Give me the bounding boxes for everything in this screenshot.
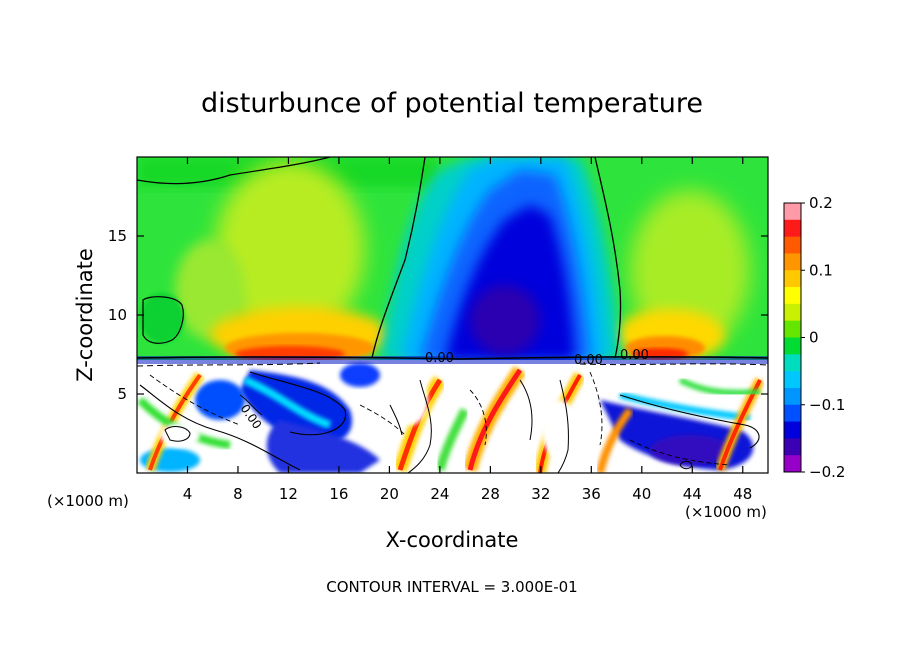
- y-axis-label: Z-coordinate: [73, 248, 97, 382]
- contour-lines: [137, 157, 768, 473]
- x-tick-label: 40: [632, 485, 651, 503]
- colorbar-tick-label: 0.1: [809, 261, 833, 279]
- colorbar-swatch: [784, 438, 801, 456]
- colorbar-swatch: [784, 455, 801, 473]
- x-tick-label: 24: [430, 485, 449, 503]
- chart-title: disturbunce of potential temperature: [201, 88, 703, 119]
- y-tick-label: 15: [108, 227, 127, 245]
- z-unit-label: (×1000 m): [47, 492, 129, 510]
- x-tick-label: 16: [329, 485, 348, 503]
- colorbar-swatch: [784, 404, 801, 423]
- contour-interval-note: CONTOUR INTERVAL = 3.000E-01: [326, 578, 577, 596]
- colorbar-swatch: [784, 236, 801, 254]
- x-axis: 4 8 12 16 20 24 28 32 36 40 44 48: [183, 157, 752, 503]
- colorbar-swatch: [784, 253, 801, 271]
- y-axis: 5 10 15: [108, 227, 768, 403]
- contour-label: 0.00: [574, 353, 603, 368]
- colorbar-swatch: [784, 203, 801, 221]
- colorbar: 0.2 0.1 0 −0.1 −0.2: [783, 194, 845, 481]
- colorbar-swatch: [784, 371, 801, 389]
- colorbar-swatch: [784, 219, 801, 238]
- colorbar-tick-label: −0.1: [809, 396, 845, 414]
- x-unit-label: (×1000 m): [685, 503, 767, 521]
- colorbar-tick-label: 0: [809, 329, 819, 347]
- x-tick-label: 20: [380, 485, 399, 503]
- x-tick-label: 4: [183, 485, 193, 503]
- colorbar-swatch: [784, 303, 801, 322]
- colorbar-swatch: [784, 337, 801, 355]
- y-tick-label: 5: [117, 385, 127, 403]
- x-axis-label: X-coordinate: [386, 528, 519, 552]
- colorbar-swatch: [784, 270, 801, 288]
- contour-label: 0.00: [620, 348, 649, 363]
- x-tick-label: 48: [733, 485, 752, 503]
- x-tick-label: 36: [582, 485, 601, 503]
- heatmap-field: 0.00 0.00 0.00 0.00: [137, 157, 768, 473]
- y-tick-label: 10: [108, 306, 127, 324]
- x-tick-label: 12: [279, 485, 298, 503]
- x-tick-label: 8: [233, 485, 243, 503]
- colorbar-swatch: [784, 354, 801, 372]
- colorbar-tick-label: 0.2: [809, 194, 833, 212]
- contour-label: 0.00: [425, 351, 454, 366]
- x-tick-label: 44: [683, 485, 702, 503]
- x-tick-label: 28: [481, 485, 500, 503]
- colorbar-swatch: [784, 320, 801, 338]
- colorbar-swatch: [784, 287, 801, 305]
- colorbar-swatch: [784, 421, 801, 439]
- x-tick-label: 32: [531, 485, 550, 503]
- colorbar-swatch: [784, 387, 801, 406]
- colorbar-tick-label: −0.2: [809, 463, 845, 481]
